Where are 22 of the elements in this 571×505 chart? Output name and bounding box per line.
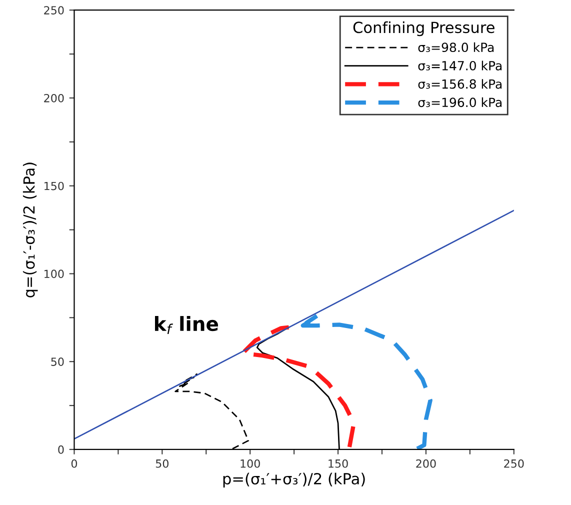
y-tick-label: 0: [58, 445, 64, 454]
x-tick-label: 200: [416, 459, 436, 468]
legend-label: σ₃=156.8 kPa: [418, 79, 502, 89]
line-series: [300, 314, 432, 450]
x-tick-label: 100: [240, 459, 260, 468]
y-tick-label: 250: [44, 6, 64, 14]
y-tick-label: 100: [44, 270, 64, 278]
x-tick-label: 0: [71, 459, 78, 468]
y-tick-label: 50: [51, 358, 64, 366]
y-tick-label: 150: [44, 182, 64, 190]
y-axis-title: q=(σ₁′-σ₃′)/2 (kPa): [22, 162, 38, 298]
annotation: k$_{f}$ line: [155, 316, 218, 334]
legend-label: σ₃=98.0 kPa: [418, 42, 494, 52]
legend-title: Confining Pressure: [353, 21, 494, 36]
legend-label: σ₃=196.0 kPa: [418, 97, 502, 108]
y-tick-label: 200: [44, 94, 64, 102]
line-series: [240, 325, 356, 450]
x-tick-label: 250: [504, 459, 524, 468]
x-axis-title: p=(σ₁′+σ₃′)/2 (kPa): [223, 472, 365, 488]
legend-label: σ₃=147.0 kPa: [418, 60, 502, 70]
x-tick-label: 50: [156, 459, 168, 468]
x-tick-label: 150: [328, 459, 348, 468]
